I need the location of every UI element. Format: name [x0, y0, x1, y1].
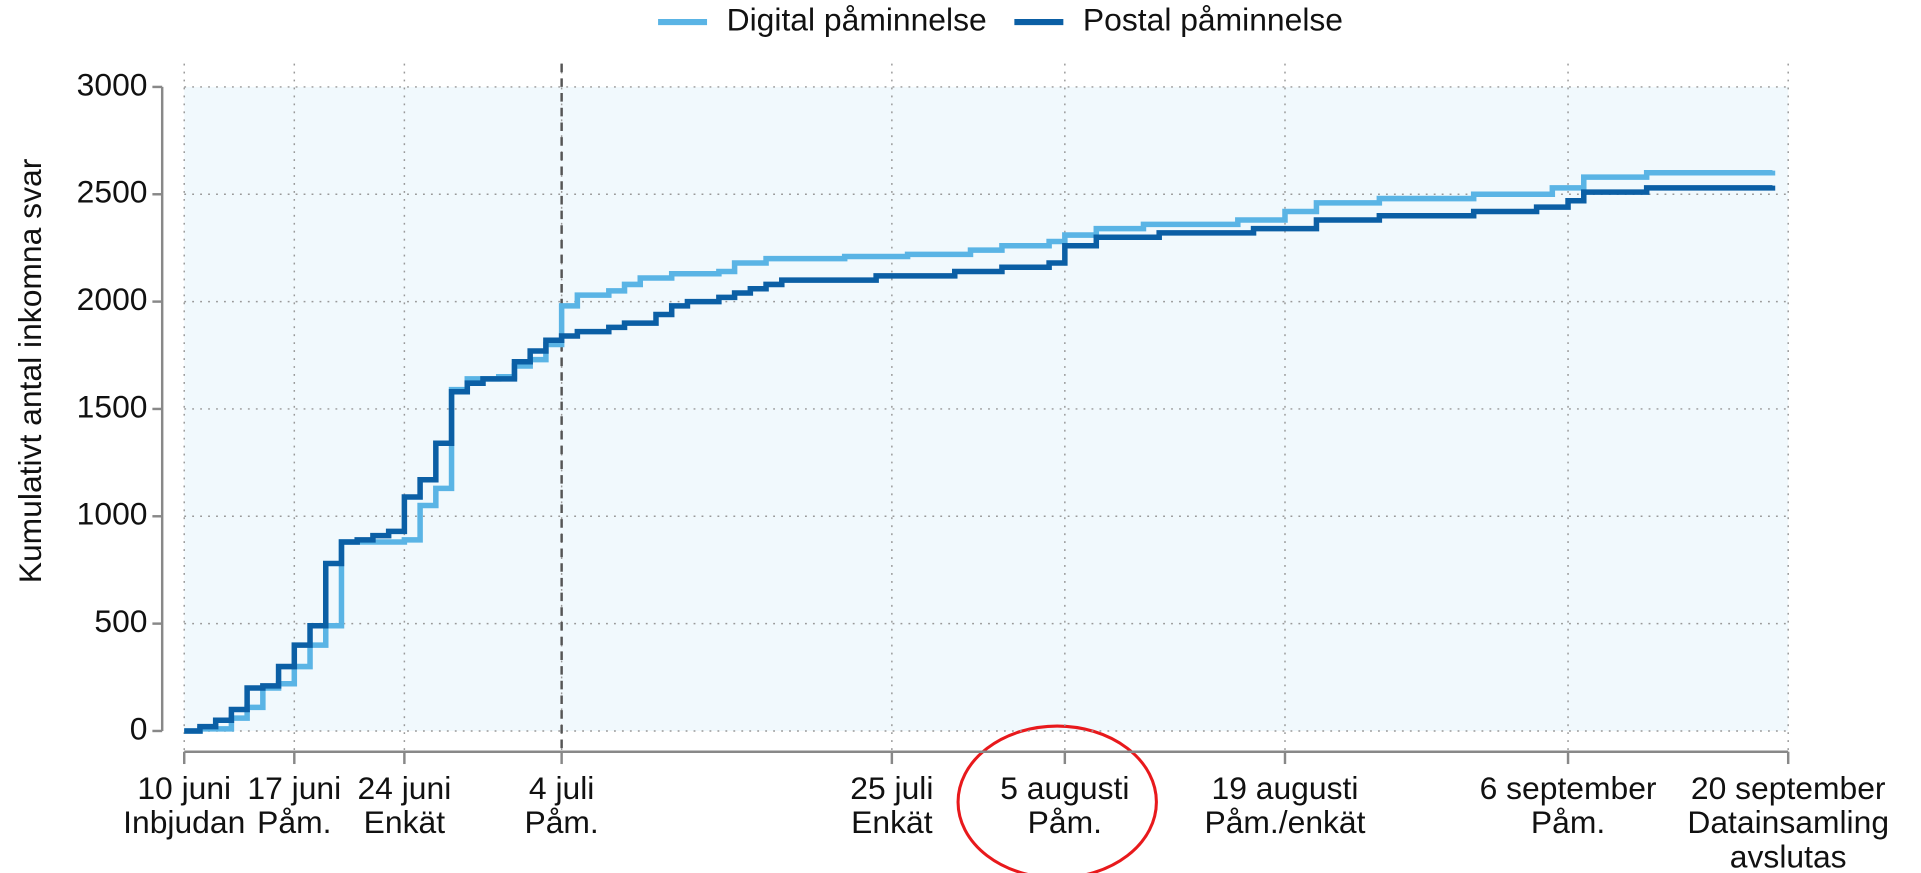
legend-label: Postal påminnelse [1083, 1, 1343, 37]
y-axis-label: Kumulativt antal inkomna svar [12, 158, 48, 583]
highlight-circle [956, 724, 1158, 873]
x-tick-label: 19 augusti Påm./enkät [1204, 770, 1365, 840]
x-tick-label: 4 juli Påm. [524, 770, 598, 840]
series-line [184, 170, 1776, 734]
y-tick-label: 2500 [77, 174, 148, 210]
x-tick-label: 24 juni Enkät [357, 770, 451, 840]
legend-label: Digital påminnelse [727, 1, 987, 37]
y-tick-label: 1000 [77, 496, 148, 532]
x-tick-label: 17 juni Påm. [247, 770, 341, 840]
y-tick-label: 1500 [77, 388, 148, 424]
x-tick-label: 20 september Datainsamling avslutas [1687, 770, 1889, 873]
y-tick-label: 0 [130, 710, 148, 746]
x-tick-label: 10 juni Inbjudan [123, 770, 245, 840]
y-tick-label: 2000 [77, 281, 148, 317]
y-tick-label: 500 [94, 603, 147, 639]
x-tick-label: 5 augusti Påm. [1000, 770, 1129, 840]
series-line [184, 185, 1776, 734]
x-tick-label: 6 september Påm. [1480, 770, 1657, 840]
x-tick-label: 25 juli Enkät [850, 770, 933, 840]
y-tick-label: 3000 [77, 66, 148, 102]
